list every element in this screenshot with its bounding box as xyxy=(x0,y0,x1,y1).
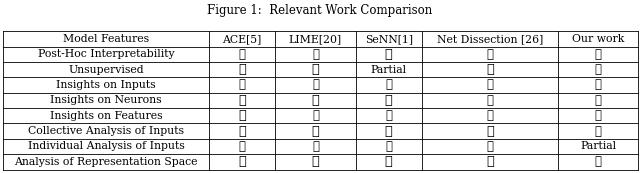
Text: Our work: Our work xyxy=(572,34,624,44)
Text: ✓: ✓ xyxy=(595,94,602,107)
Text: ✗: ✗ xyxy=(486,63,493,76)
Text: ✓: ✓ xyxy=(595,125,602,138)
Text: ✓: ✓ xyxy=(385,109,392,122)
Text: ✗: ✗ xyxy=(312,155,319,168)
Text: ACE[5]: ACE[5] xyxy=(223,34,262,44)
Text: ✗: ✗ xyxy=(486,155,493,168)
Text: ✓: ✓ xyxy=(595,63,602,76)
Text: ✗: ✗ xyxy=(385,48,392,61)
Text: LIME[20]: LIME[20] xyxy=(289,34,342,44)
Text: ✓: ✓ xyxy=(239,48,246,61)
Text: ✗: ✗ xyxy=(385,94,392,107)
Text: Individual Analysis of Inputs: Individual Analysis of Inputs xyxy=(28,142,184,152)
Text: ✓: ✓ xyxy=(312,109,319,122)
Text: ✗: ✗ xyxy=(238,109,246,122)
Text: Partial: Partial xyxy=(580,142,616,152)
Text: Insights on Inputs: Insights on Inputs xyxy=(56,80,156,90)
Text: ✓: ✓ xyxy=(595,48,602,61)
Text: ✓: ✓ xyxy=(385,79,392,92)
Text: ✗: ✗ xyxy=(312,125,319,138)
Text: Model Features: Model Features xyxy=(63,34,149,44)
Text: Collective Analysis of Inputs: Collective Analysis of Inputs xyxy=(28,126,184,136)
Text: SeNN[1]: SeNN[1] xyxy=(365,34,413,44)
Text: Partial: Partial xyxy=(371,65,407,75)
Text: ✗: ✗ xyxy=(385,155,392,168)
Text: ✓: ✓ xyxy=(312,140,319,153)
Text: Analysis of Representation Space: Analysis of Representation Space xyxy=(14,157,198,167)
Text: ✓: ✓ xyxy=(595,79,602,92)
Text: ✓: ✓ xyxy=(312,48,319,61)
Text: ✗: ✗ xyxy=(312,63,319,76)
Text: ✓: ✓ xyxy=(385,140,392,153)
Text: Post-Hoc Interpretability: Post-Hoc Interpretability xyxy=(38,49,175,59)
Text: ✓: ✓ xyxy=(595,155,602,168)
Text: Insights on Neurons: Insights on Neurons xyxy=(51,95,162,105)
Text: ✗: ✗ xyxy=(238,94,246,107)
Text: ✓: ✓ xyxy=(312,79,319,92)
Text: ✗: ✗ xyxy=(238,63,246,76)
Text: Unsupervised: Unsupervised xyxy=(68,65,144,75)
Text: Figure 1:  Relevant Work Comparison: Figure 1: Relevant Work Comparison xyxy=(207,4,433,17)
Text: ✗: ✗ xyxy=(238,155,246,168)
Text: ✓: ✓ xyxy=(239,79,246,92)
Text: Insights on Features: Insights on Features xyxy=(50,111,163,121)
Text: ✗: ✗ xyxy=(385,125,392,138)
Text: ✓: ✓ xyxy=(486,109,493,122)
Text: ✓: ✓ xyxy=(486,48,493,61)
Text: Net Dissection [26]: Net Dissection [26] xyxy=(436,34,543,44)
Text: ✓: ✓ xyxy=(486,140,493,153)
Text: ✓: ✓ xyxy=(486,94,493,107)
Text: ✓: ✓ xyxy=(239,140,246,153)
Text: ✗: ✗ xyxy=(312,94,319,107)
Text: ✓: ✓ xyxy=(595,109,602,122)
Text: ✗: ✗ xyxy=(238,125,246,138)
Text: ✗: ✗ xyxy=(486,125,493,138)
Text: ✓: ✓ xyxy=(486,79,493,92)
